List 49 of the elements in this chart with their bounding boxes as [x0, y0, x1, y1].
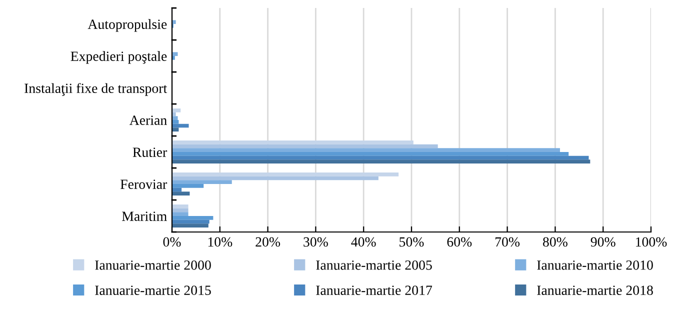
- legend-label: Ianuarie-martie 2005: [316, 260, 432, 270]
- legend-label: Ianuarie-martie 2000: [95, 260, 211, 270]
- bar: [172, 212, 188, 216]
- x-tick-label: 90%: [590, 237, 616, 247]
- bar: [172, 148, 560, 152]
- bar: [172, 120, 179, 124]
- legend-label: Ianuarie-martie 2010: [537, 260, 653, 270]
- x-tick-label: 30%: [304, 237, 328, 247]
- bar: [172, 224, 208, 228]
- bar: [172, 176, 378, 180]
- x-tick-label: 60%: [447, 237, 472, 247]
- bar: [172, 124, 189, 128]
- bar: [172, 204, 188, 208]
- bar: [172, 128, 179, 132]
- y-tick-label: Feroviar: [120, 180, 168, 189]
- y-tick-label: Aerian: [129, 116, 167, 125]
- bar: [172, 140, 414, 144]
- bar: [172, 108, 181, 112]
- y-tick-label: Rutier: [132, 148, 168, 157]
- bar: [172, 180, 232, 184]
- bar: [172, 20, 176, 24]
- bar: [172, 52, 178, 56]
- y-tick-label: Instalaţii fixe de transport: [24, 83, 168, 96]
- legend-label: Ianuarie-martie 2015: [95, 286, 211, 295]
- bar: [172, 172, 399, 176]
- y-tick-label: Autopropulsie: [88, 19, 167, 32]
- bar: [172, 56, 175, 60]
- x-tick-label: 100%: [636, 237, 667, 247]
- bar: [172, 160, 590, 164]
- x-tick-label: 0%: [163, 237, 181, 247]
- bar: [172, 144, 438, 148]
- bar: [172, 156, 589, 160]
- x-tick-label: 50%: [400, 237, 424, 247]
- bar: [172, 220, 210, 224]
- bar: [172, 208, 188, 212]
- bar: [172, 192, 190, 196]
- bar: [172, 152, 569, 156]
- bar: [172, 184, 204, 188]
- x-tick-label: 20%: [256, 237, 280, 247]
- legend-label: Ianuarie-martie 2017: [316, 286, 432, 295]
- legend-label: Ianuarie-martie 2018: [537, 286, 653, 295]
- bar: [172, 116, 178, 120]
- x-tick-label: 80%: [543, 237, 568, 247]
- y-tick-label: Maritim: [122, 212, 167, 221]
- x-tick-label: 10%: [208, 237, 232, 247]
- x-tick-label: 40%: [351, 237, 376, 247]
- x-tick-label: 70%: [495, 237, 520, 247]
- bar: [172, 216, 214, 220]
- y-tick-label: Expedieri poştale: [70, 51, 167, 64]
